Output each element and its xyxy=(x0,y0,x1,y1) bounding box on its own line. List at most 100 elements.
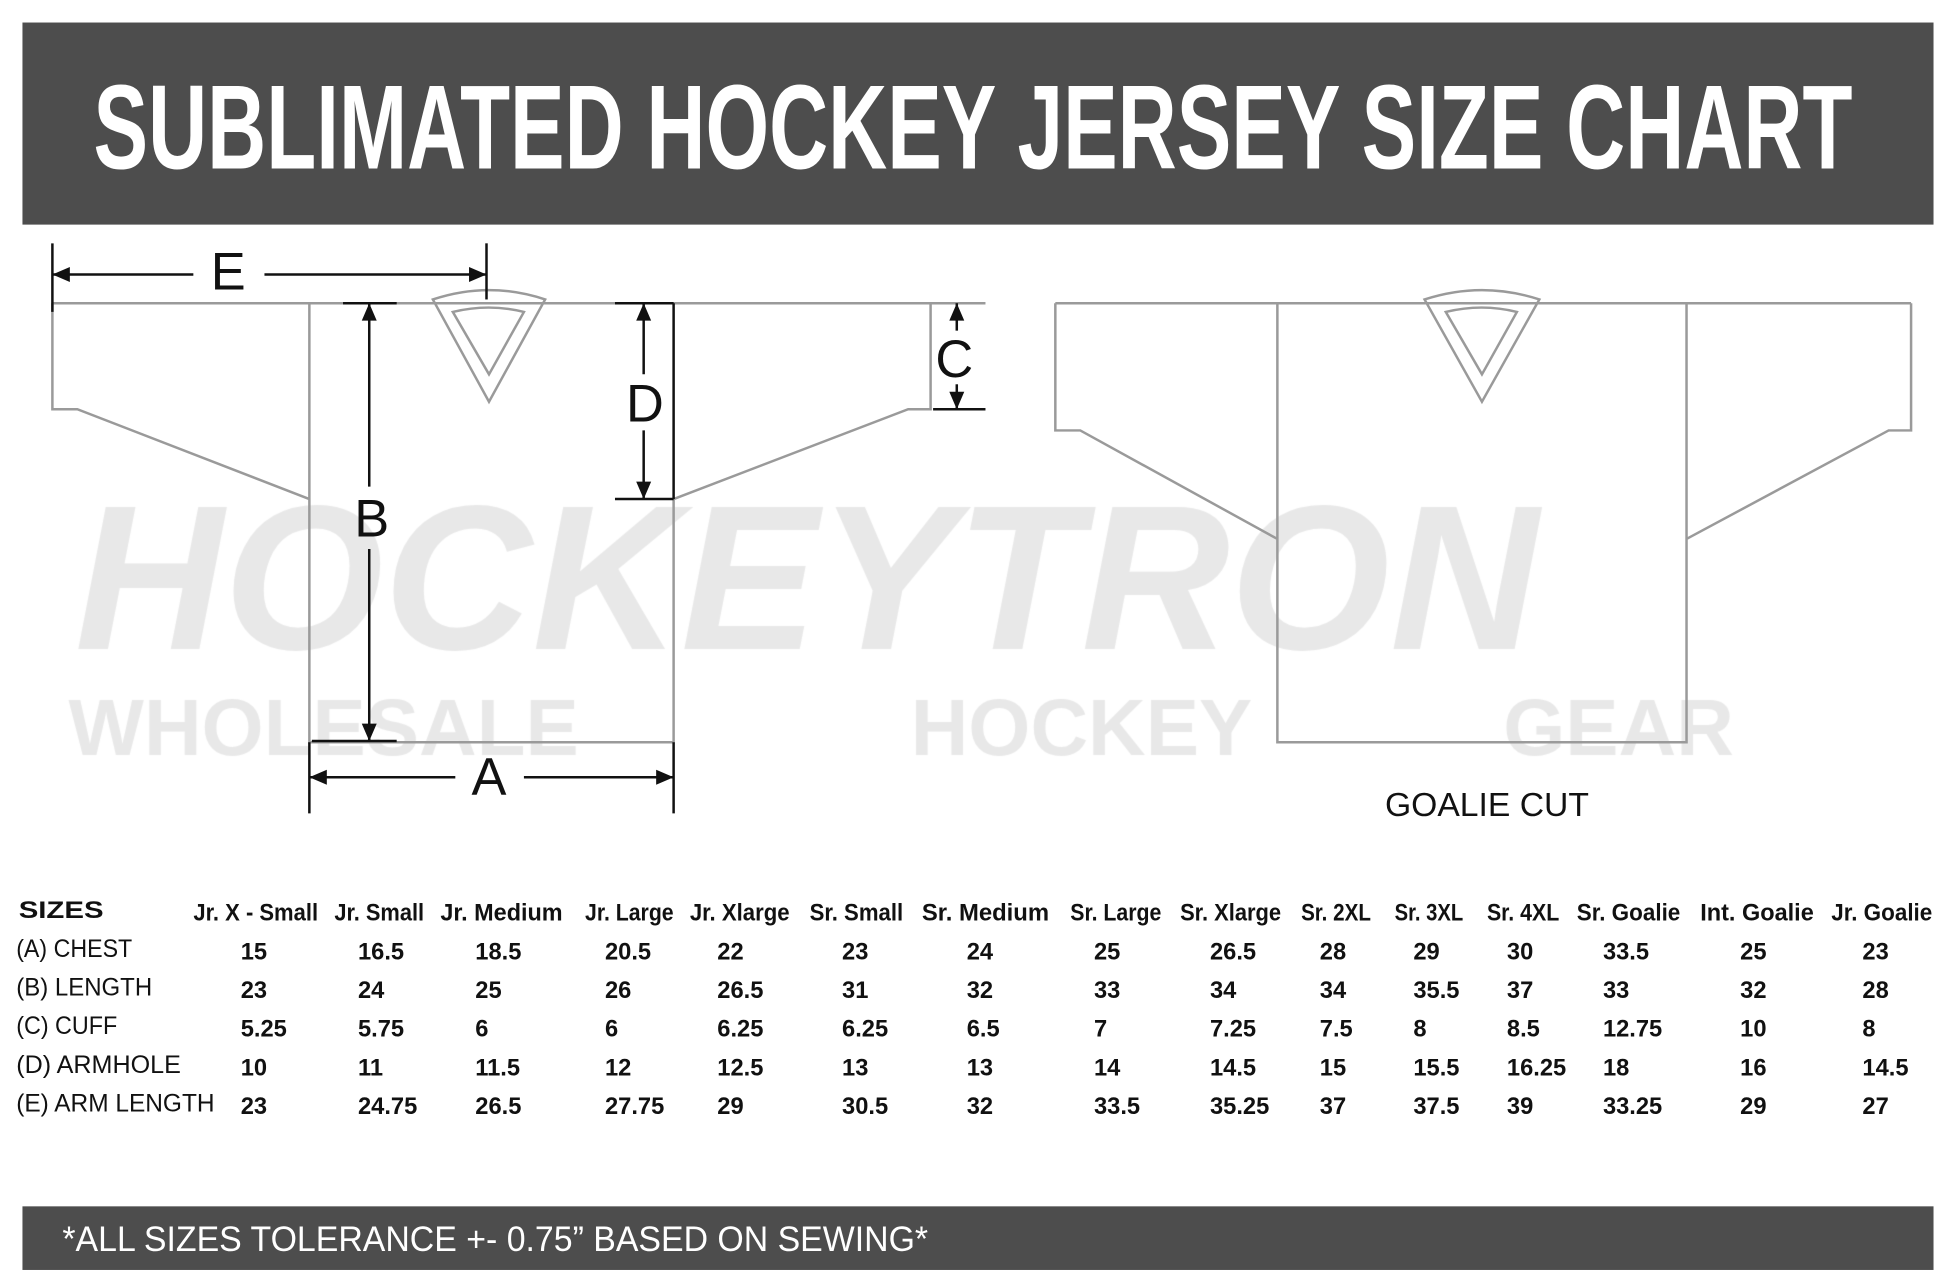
dimension-d: D xyxy=(614,301,675,501)
table-cell: 26 xyxy=(605,978,631,1004)
table-cell: 32 xyxy=(967,1094,993,1120)
table-cell: 22 xyxy=(717,939,743,965)
table-cell: 7.5 xyxy=(1320,1017,1353,1043)
table-cell: 12.5 xyxy=(717,1055,763,1081)
table-cell: 25 xyxy=(1740,939,1766,965)
size-table: SIZES Jr. X - Small Jr. Small Jr. Medium Jr… xyxy=(16,898,1932,1120)
table-cell: 11 xyxy=(358,1055,383,1081)
label-c: C xyxy=(935,331,973,389)
column-header: Jr. Medium xyxy=(440,901,562,927)
row-label: (C) CUFF xyxy=(16,1012,117,1040)
table-cell: 30 xyxy=(1507,939,1533,965)
table-cell: 33.5 xyxy=(1094,1094,1140,1120)
table-cell: 25 xyxy=(1094,939,1120,965)
table-cell: 37 xyxy=(1507,978,1533,1004)
table-cell: 24.75 xyxy=(358,1094,417,1120)
table-cell: 29 xyxy=(1413,939,1439,965)
table-cell: 33.5 xyxy=(1603,939,1649,965)
table-cell: 6 xyxy=(475,1017,488,1043)
table-cell: 34 xyxy=(1210,978,1237,1004)
table-cell: 29 xyxy=(1740,1094,1766,1120)
table-cell: 33.25 xyxy=(1603,1094,1662,1120)
table-cell: 26.5 xyxy=(1210,939,1256,965)
table-cell: 32 xyxy=(967,978,993,1004)
table-cell: 14.5 xyxy=(1862,1055,1908,1081)
label-e: E xyxy=(211,243,246,301)
column-header: Jr. Goalie xyxy=(1831,901,1932,927)
table-cell: 31 xyxy=(842,978,868,1004)
row-label: (A) CHEST xyxy=(16,935,132,963)
label-a: A xyxy=(472,749,507,807)
column-header: Sr. 2XL xyxy=(1301,901,1371,927)
table-cell: 7 xyxy=(1094,1017,1107,1043)
table-cell: 23 xyxy=(1862,939,1888,965)
table-cell: 13 xyxy=(967,1055,993,1081)
jersey-diagram: E B D C A xyxy=(51,243,986,814)
dimension-e: E xyxy=(51,243,488,312)
table-cell: 10 xyxy=(1740,1017,1766,1043)
page-title: SUBLIMATED HOCKEY JERSEY SIZE CHART xyxy=(94,61,1853,194)
table-cell: 13 xyxy=(842,1055,868,1081)
label-d: D xyxy=(626,376,664,434)
table-cell: 16.25 xyxy=(1507,1055,1566,1081)
table-cell: 27 xyxy=(1862,1094,1888,1120)
table-cell: 39 xyxy=(1507,1094,1533,1120)
row-label: (E) ARM LENGTH xyxy=(16,1090,214,1118)
column-header: Jr. Xlarge xyxy=(690,901,790,927)
table-cell: 27.75 xyxy=(605,1094,664,1120)
table-cell: 37 xyxy=(1320,1094,1346,1120)
goalie-jersey-diagram: GOALIE CUT xyxy=(1054,288,1913,824)
table-cell: 33 xyxy=(1603,978,1629,1004)
table-cell: 15 xyxy=(241,939,267,965)
table-cell: 28 xyxy=(1320,939,1346,965)
column-header: Int. Goalie xyxy=(1700,901,1814,927)
table-cell: 26.5 xyxy=(717,978,763,1004)
dimension-a: A xyxy=(308,742,675,814)
table-cell: 8.5 xyxy=(1507,1017,1540,1043)
table-cell: 16 xyxy=(1740,1055,1766,1081)
table-cell: 25 xyxy=(475,978,501,1004)
footer-bar xyxy=(22,1206,1934,1270)
table-corner-label: SIZES xyxy=(19,898,104,924)
table-cell: 14.5 xyxy=(1210,1055,1256,1081)
table-cell: 16.5 xyxy=(358,939,404,965)
header-bar xyxy=(22,22,1934,225)
column-header: Jr. Small xyxy=(334,901,424,927)
table-cell: 33 xyxy=(1094,978,1120,1004)
table-cell: 23 xyxy=(241,1094,267,1120)
table-cell: 10 xyxy=(241,1055,267,1081)
table-cell: 12.75 xyxy=(1603,1017,1662,1043)
table-cell: 26.5 xyxy=(475,1094,521,1120)
tolerance-note: *ALL SIZES TOLERANCE +- 0.75” BASED ON S… xyxy=(62,1220,928,1259)
goalie-cut-caption: GOALIE CUT xyxy=(1385,787,1589,824)
dimension-b: B xyxy=(311,301,397,743)
table-cell: 23 xyxy=(842,939,868,965)
table-cell: 15 xyxy=(1320,1055,1346,1081)
table-cell: 35.25 xyxy=(1210,1094,1269,1120)
column-header: Sr. Small xyxy=(810,901,904,927)
table-cell: 24 xyxy=(967,939,994,965)
table-cell: 28 xyxy=(1862,978,1888,1004)
table-cell: 15.5 xyxy=(1413,1055,1459,1081)
table-cell: 8 xyxy=(1413,1017,1426,1043)
table-cell: 11.5 xyxy=(475,1055,520,1081)
table-cell: 6.25 xyxy=(842,1017,888,1043)
column-header: Sr. Medium xyxy=(922,901,1049,927)
label-b: B xyxy=(354,490,389,548)
table-cell: 6 xyxy=(605,1017,618,1043)
column-header: Sr. 4XL xyxy=(1487,901,1559,927)
table-cell: 5.75 xyxy=(358,1017,404,1043)
collar xyxy=(431,288,547,405)
table-cell: 29 xyxy=(717,1094,743,1120)
column-header: Jr. Large xyxy=(585,901,674,927)
column-header: Sr. Xlarge xyxy=(1180,901,1281,927)
table-cell: 6.5 xyxy=(967,1017,1000,1043)
row-label: (D) ARMHOLE xyxy=(16,1051,181,1079)
table-cell: 32 xyxy=(1740,978,1766,1004)
column-header: Sr. 3XL xyxy=(1395,901,1464,927)
table-cell: 7.25 xyxy=(1210,1017,1256,1043)
table-cell: 24 xyxy=(358,978,385,1004)
table-cell: 12 xyxy=(605,1055,631,1081)
table-cell: 23 xyxy=(241,978,267,1004)
